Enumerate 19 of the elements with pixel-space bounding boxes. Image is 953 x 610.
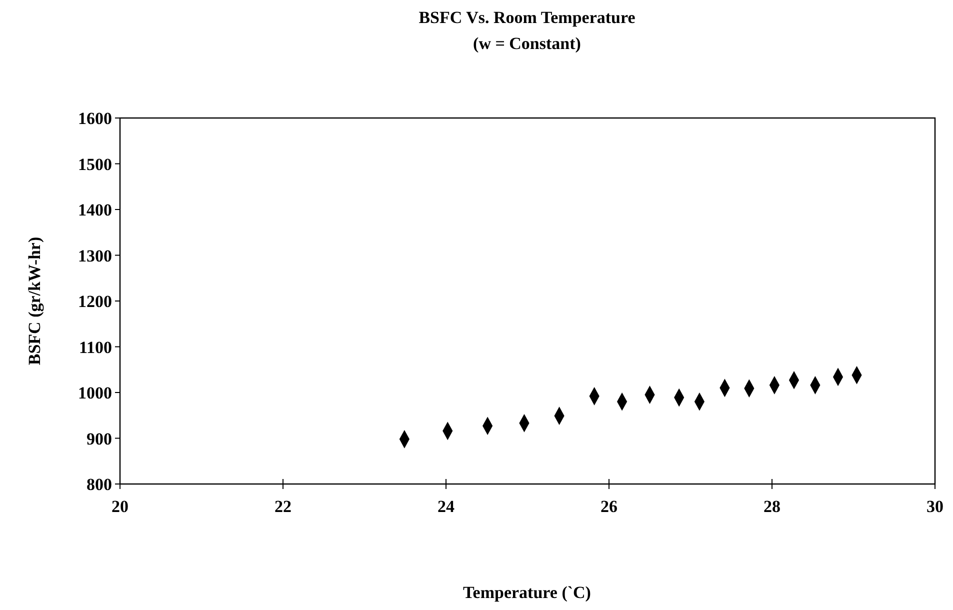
y-tick-label: 1100: [78, 338, 112, 357]
x-tick-label: 28: [764, 497, 780, 516]
y-axis-title: BSFC (gr/kW-hr): [25, 236, 44, 366]
y-tick-label: 800: [86, 475, 112, 494]
y-tick-label: 1000: [78, 384, 112, 402]
x-tick-label: 22: [274, 497, 292, 516]
y-tick-label: 1600: [78, 109, 112, 128]
y-tick-label: 1500: [78, 154, 112, 174]
x-tick-label: 24: [438, 497, 455, 516]
y-tick-label: 1300: [78, 246, 112, 266]
x-tick-label: 30: [926, 497, 944, 516]
chart-title: BSFC Vs. Room Temperature: [418, 8, 636, 27]
y-tick-label: 900: [86, 429, 112, 448]
x-tick-label: 26: [600, 497, 618, 516]
chart-subtitle: (w = Constant): [473, 34, 581, 53]
x-tick-label: 20: [112, 497, 128, 516]
x-axis-title: Temperature (`C): [463, 583, 591, 602]
y-tick-label: 1200: [78, 292, 112, 311]
y-tick-label: 1400: [78, 200, 112, 220]
